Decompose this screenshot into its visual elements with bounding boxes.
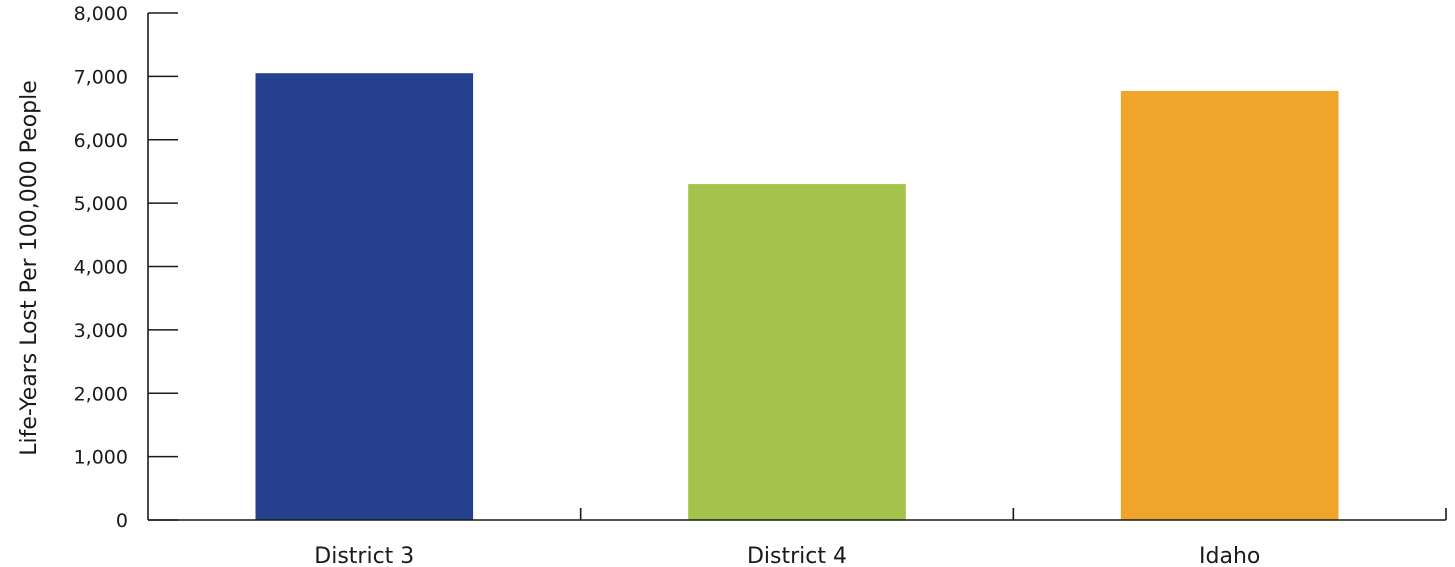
y-tick-label: 7,000 <box>74 66 128 88</box>
y-tick-label: 2,000 <box>74 383 128 405</box>
y-tick-label: 0 <box>116 510 128 532</box>
y-tick-label: 4,000 <box>74 257 128 279</box>
bars-group <box>255 73 1339 520</box>
x-tick-label: Idaho <box>1199 544 1260 567</box>
y-tick-label: 1,000 <box>74 447 128 469</box>
bar-district-3 <box>255 73 474 520</box>
y-axis-title: Life-Years Lost Per 100,000 People <box>17 80 42 456</box>
y-tick-label: 8,000 <box>74 3 128 25</box>
y-tick-label: 3,000 <box>74 320 128 342</box>
bar-district-4 <box>688 184 906 520</box>
x-tick-label: District 4 <box>747 544 847 567</box>
bar-idaho <box>1120 91 1339 520</box>
y-tick-label: 6,000 <box>74 130 128 152</box>
y-tick-label: 5,000 <box>74 193 128 215</box>
labels-group: District 3 District 4 Idaho 0 1,000 2,000 3,00… <box>74 3 1261 567</box>
x-tick-label: District 3 <box>314 544 414 567</box>
axes-group <box>147 12 1447 521</box>
